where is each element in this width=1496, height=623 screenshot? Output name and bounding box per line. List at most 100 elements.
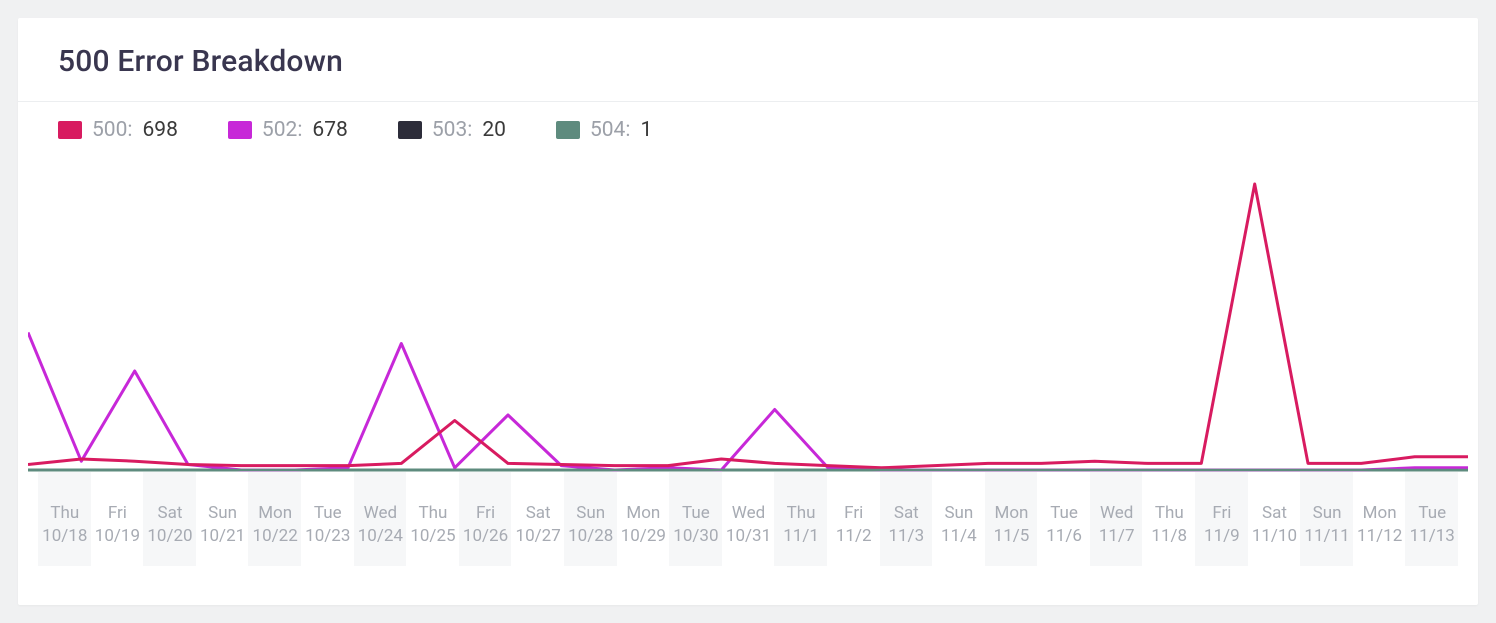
x-tick: Thu11/1	[774, 472, 827, 566]
x-tick: Sun10/28	[564, 472, 617, 566]
x-tick: Sat10/27	[511, 472, 564, 566]
x-tick: Fri10/26	[459, 472, 512, 566]
x-tick-date: 10/24	[355, 525, 407, 548]
x-tick: Thu10/18	[38, 472, 91, 566]
chart-area: Thu10/18Fri10/19Sat10/20Sun10/21Mon10/22…	[18, 142, 1478, 566]
error-breakdown-card: 500 Error Breakdown 500: 698 502:678 503: 20…	[18, 18, 1478, 605]
x-tick-date: 11/7	[1091, 525, 1143, 548]
chart-legend: 500: 698 502:678 503: 20 504: 1	[18, 102, 1478, 142]
x-tick-dow: Sun	[565, 502, 617, 525]
x-tick-dow: Sun	[197, 502, 249, 525]
x-tick: Mon11/5	[985, 472, 1038, 566]
x-tick-dow: Mon	[249, 502, 301, 525]
x-tick-dow: Thu	[775, 502, 827, 525]
x-tick-date: 11/8	[1143, 525, 1195, 548]
x-tick-dow: Fri	[828, 502, 880, 525]
x-tick-dow: Tue	[1038, 502, 1090, 525]
card-header: 500 Error Breakdown	[18, 18, 1478, 102]
legend-code: 503:	[432, 118, 473, 142]
legend-swatch	[398, 121, 422, 139]
x-tick-date: 11/13	[1406, 525, 1458, 548]
x-tick-date: 10/21	[197, 525, 249, 548]
x-tick-dow: Tue	[670, 502, 722, 525]
x-tick: Sat11/3	[880, 472, 933, 566]
x-tick: Sun11/11	[1300, 472, 1353, 566]
x-tick-date: 10/31	[723, 525, 775, 548]
x-tick-date: 11/12	[1354, 525, 1406, 548]
x-tick-dow: Wed	[723, 502, 775, 525]
x-tick: Sun11/4	[932, 472, 985, 566]
x-tick: Sun10/21	[196, 472, 249, 566]
legend-swatch	[228, 121, 252, 139]
x-axis-labels: Thu10/18Fri10/19Sat10/20Sun10/21Mon10/22…	[28, 472, 1468, 566]
x-tick-dow: Sat	[144, 502, 196, 525]
x-tick: Fri11/9	[1195, 472, 1248, 566]
x-tick-date: 10/20	[144, 525, 196, 548]
x-tick-date: 11/3	[881, 525, 933, 548]
x-tick-date: 10/30	[670, 525, 722, 548]
x-tick: Tue10/23	[301, 472, 354, 566]
x-tick-dow: Sun	[1301, 502, 1353, 525]
legend-item-504[interactable]: 504: 1	[556, 118, 652, 142]
legend-count: 1	[640, 118, 652, 142]
x-tick-date: 11/11	[1301, 525, 1353, 548]
x-tick-dow: Mon	[618, 502, 670, 525]
x-tick-dow: Fri	[1196, 502, 1248, 525]
legend-item-502[interactable]: 502:678	[228, 118, 348, 142]
legend-count: 20	[482, 118, 506, 142]
series-line-500	[28, 184, 1468, 468]
x-tick-date: 10/19	[92, 525, 144, 548]
x-tick-date: 10/25	[407, 525, 459, 548]
x-tick-date: 10/22	[249, 525, 301, 548]
x-tick-dow: Sat	[512, 502, 564, 525]
x-tick: Tue10/30	[669, 472, 722, 566]
x-tick: Wed10/31	[722, 472, 775, 566]
x-tick-dow: Fri	[460, 502, 512, 525]
x-tick-dow: Fri	[92, 502, 144, 525]
x-tick-date: 11/6	[1038, 525, 1090, 548]
x-tick-date: 10/26	[460, 525, 512, 548]
x-tick: Thu10/25	[406, 472, 459, 566]
x-tick-date: 10/27	[512, 525, 564, 548]
x-tick-dow: Mon	[986, 502, 1038, 525]
x-tick: Tue11/6	[1037, 472, 1090, 566]
legend-swatch	[556, 121, 580, 139]
legend-swatch	[58, 121, 82, 139]
x-tick-date: 10/23	[302, 525, 354, 548]
legend-code: 504:	[590, 118, 631, 142]
x-tick: Sat11/10	[1248, 472, 1301, 566]
x-tick: Fri11/2	[827, 472, 880, 566]
x-tick-date: 11/1	[775, 525, 827, 548]
x-tick: Wed10/24	[354, 472, 407, 566]
x-tick-date: 11/9	[1196, 525, 1248, 548]
x-tick-dow: Sat	[881, 502, 933, 525]
legend-count: 698	[143, 118, 178, 142]
x-tick-dow: Tue	[302, 502, 354, 525]
x-tick-dow: Thu	[1143, 502, 1195, 525]
x-tick: Thu11/8	[1142, 472, 1195, 566]
x-tick-date: 11/2	[828, 525, 880, 548]
x-tick-dow: Thu	[39, 502, 91, 525]
x-tick-dow: Sun	[933, 502, 985, 525]
x-tick-dow: Sat	[1249, 502, 1301, 525]
x-tick-date: 11/4	[933, 525, 985, 548]
x-tick-dow: Wed	[355, 502, 407, 525]
x-tick: Tue11/13	[1405, 472, 1458, 566]
legend-item-503[interactable]: 503: 20	[398, 118, 506, 142]
x-tick-dow: Thu	[407, 502, 459, 525]
x-tick: Mon11/12	[1353, 472, 1406, 566]
legend-code: 502:	[262, 118, 303, 142]
legend-code: 500:	[92, 118, 133, 142]
x-tick: Wed11/7	[1090, 472, 1143, 566]
x-tick-date: 10/18	[39, 525, 91, 548]
legend-item-500[interactable]: 500: 698	[58, 118, 178, 142]
x-tick: Sat10/20	[143, 472, 196, 566]
line-chart	[28, 142, 1468, 472]
x-tick-date: 10/29	[618, 525, 670, 548]
x-tick-date: 10/28	[565, 525, 617, 548]
x-tick-date: 11/5	[986, 525, 1038, 548]
x-tick-dow: Tue	[1406, 502, 1458, 525]
card-title: 500 Error Breakdown	[58, 44, 1438, 79]
x-tick: Mon10/29	[617, 472, 670, 566]
x-tick-date: 11/10	[1249, 525, 1301, 548]
